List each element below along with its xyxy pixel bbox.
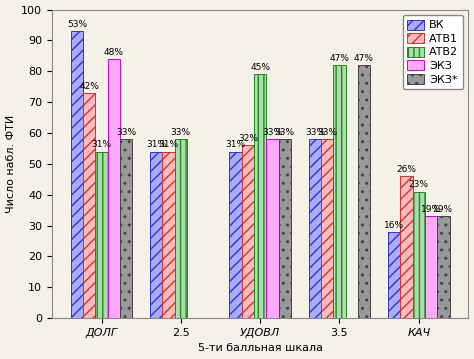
Text: 33%: 33% [274, 128, 295, 137]
Bar [437, 216, 449, 318]
Text: 45%: 45% [250, 63, 270, 72]
Legend: ВК, АТВ1, АТВ2, ЭКЗ, ЭКЗ*: ВК, АТВ1, АТВ2, ЭКЗ, ЭКЗ* [402, 15, 463, 89]
Text: 23%: 23% [409, 181, 429, 190]
Text: 31%: 31% [146, 140, 166, 149]
Text: 19%: 19% [421, 205, 441, 214]
Text: 33%: 33% [116, 128, 136, 137]
Text: 26%: 26% [396, 165, 417, 174]
Bar [175, 139, 187, 318]
Text: 42%: 42% [79, 82, 99, 91]
Bar [83, 93, 95, 318]
Bar [279, 139, 291, 318]
Text: 33%: 33% [317, 128, 337, 137]
X-axis label: 5-ти балльная шкала: 5-ти балльная шкала [198, 344, 323, 354]
Text: 16%: 16% [384, 220, 404, 229]
Bar [425, 216, 437, 318]
Bar [229, 151, 242, 318]
Bar [108, 59, 120, 318]
Bar [309, 139, 321, 318]
Bar [163, 151, 175, 318]
Text: 33%: 33% [263, 128, 283, 137]
Bar [266, 139, 279, 318]
Text: 19%: 19% [433, 205, 454, 214]
Bar [401, 176, 413, 318]
Text: 31%: 31% [158, 140, 179, 149]
Text: 33%: 33% [171, 128, 191, 137]
Bar [413, 192, 425, 318]
Bar [333, 65, 346, 318]
Bar [150, 151, 163, 318]
Text: 53%: 53% [67, 20, 87, 29]
Bar [321, 139, 333, 318]
Text: 31%: 31% [91, 140, 111, 149]
Bar [388, 232, 401, 318]
Text: 48%: 48% [104, 48, 124, 57]
Text: 31%: 31% [226, 140, 246, 149]
Bar [254, 74, 266, 318]
Bar [120, 139, 132, 318]
Y-axis label: Число набл. ФТИ: Число набл. ФТИ [6, 115, 16, 213]
Bar [242, 145, 254, 318]
Text: 47%: 47% [329, 54, 349, 63]
Bar [71, 31, 83, 318]
Text: 32%: 32% [238, 134, 258, 143]
Bar [95, 151, 108, 318]
Text: 33%: 33% [305, 128, 325, 137]
Bar [358, 65, 370, 318]
Text: 47%: 47% [354, 54, 374, 63]
